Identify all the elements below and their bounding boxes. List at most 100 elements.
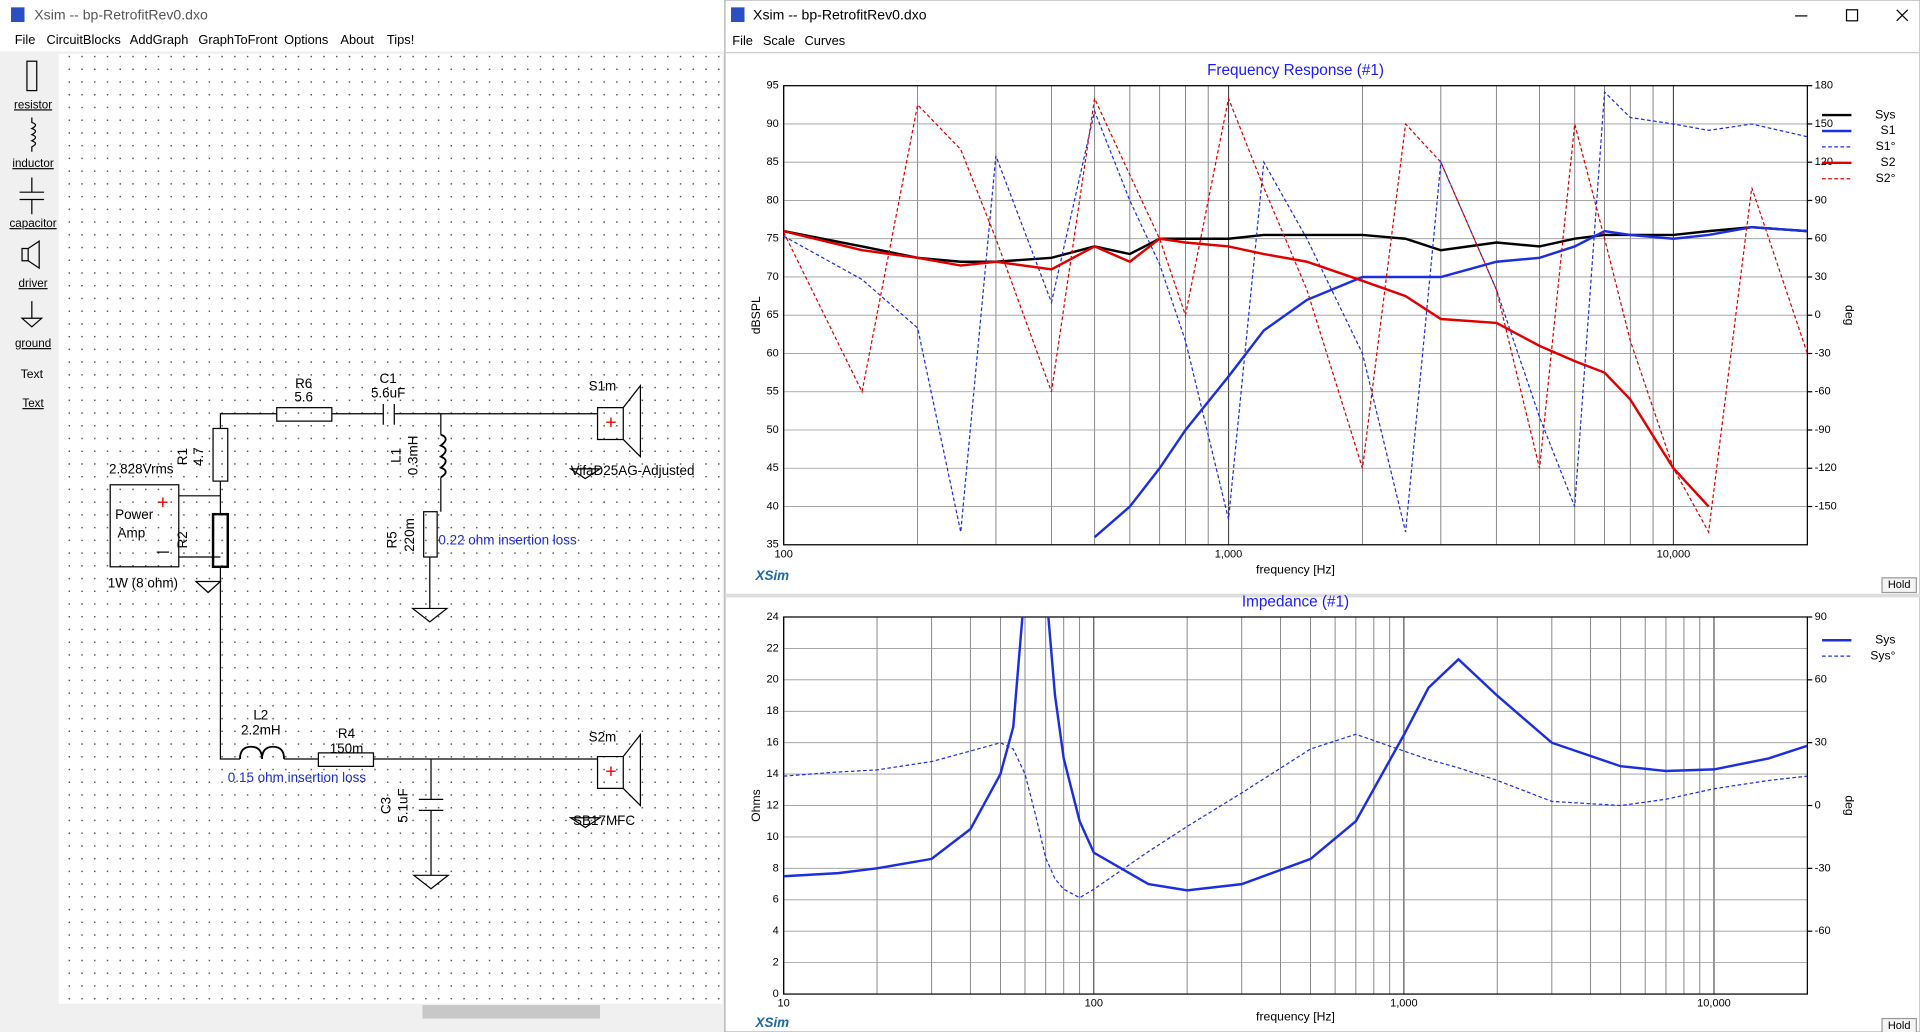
y-axis-label: dBSPL bbox=[749, 296, 763, 334]
capacitor[interactable] bbox=[418, 798, 444, 812]
tool-button[interactable]: ground bbox=[15, 337, 51, 350]
amp-rating: 1W (8 ohm) bbox=[108, 576, 178, 591]
y-tick-label: 14 bbox=[767, 768, 779, 780]
menu-item[interactable]: Options bbox=[284, 32, 328, 47]
x-tick-label: 1,000 bbox=[1390, 998, 1418, 1010]
y-tick-label: 22 bbox=[767, 642, 779, 654]
y-tick-label: 80 bbox=[767, 194, 779, 206]
menu-item[interactable]: Scale bbox=[763, 33, 795, 48]
component-label: R4 bbox=[338, 726, 356, 741]
legend-label: Sys bbox=[1875, 632, 1895, 646]
y2-tick-label: -60 bbox=[1815, 386, 1831, 398]
component-label: R5 bbox=[385, 531, 400, 548]
inductor-icon bbox=[30, 117, 37, 152]
tool-button[interactable]: capacitor bbox=[9, 217, 56, 230]
hold-label[interactable]: Hold bbox=[1888, 579, 1911, 591]
driver-icon bbox=[21, 240, 40, 270]
x-tick-label: 10 bbox=[778, 998, 790, 1010]
plot-frame bbox=[783, 616, 1808, 995]
menu-item[interactable]: GraphToFront bbox=[198, 32, 278, 47]
tool-button[interactable]: inductor bbox=[12, 157, 53, 170]
window-title: Xsim -- bp-RetrofitRev0.dxo bbox=[34, 7, 208, 23]
amp-label: Power bbox=[115, 507, 154, 522]
speaker[interactable] bbox=[596, 732, 642, 808]
y2-tick-label: 0 bbox=[1815, 309, 1821, 321]
component-label: R1 bbox=[175, 448, 190, 465]
toolbox: resistor inductor capacitor driver groun… bbox=[9, 60, 57, 410]
window-title: Xsim -- bp-RetrofitRev0.dxo bbox=[753, 7, 927, 23]
y2-tick-label: 90 bbox=[1815, 194, 1827, 206]
menu-item[interactable]: CircuitBlocks bbox=[47, 32, 121, 47]
y-tick-label: 40 bbox=[767, 500, 779, 512]
y-tick-label: 20 bbox=[767, 674, 779, 686]
menu-item[interactable]: Curves bbox=[804, 33, 845, 48]
tool-button[interactable]: Text bbox=[21, 367, 44, 381]
y-tick-label: 65 bbox=[767, 309, 779, 321]
inductor[interactable] bbox=[438, 433, 447, 479]
hold-label[interactable]: Hold bbox=[1888, 1020, 1911, 1032]
y-tick-label: 4 bbox=[773, 925, 779, 937]
speaker[interactable] bbox=[596, 383, 642, 459]
resistor[interactable] bbox=[276, 407, 333, 422]
close-button[interactable] bbox=[1896, 9, 1909, 22]
series-line bbox=[783, 616, 1808, 892]
component-value: 0.3mH bbox=[405, 436, 420, 476]
y-tick-label: 6 bbox=[773, 894, 779, 906]
y-tick-label: 18 bbox=[767, 705, 779, 717]
resistor[interactable] bbox=[212, 427, 229, 482]
h-scrollbar[interactable] bbox=[58, 1003, 725, 1021]
ground bbox=[410, 607, 449, 623]
tool-button[interactable]: Text bbox=[22, 397, 44, 410]
brand: XSim bbox=[755, 568, 790, 583]
resistor[interactable] bbox=[423, 511, 438, 558]
y2-axis-label: deg bbox=[1843, 795, 1857, 816]
menu-item[interactable]: About bbox=[340, 32, 374, 47]
wires bbox=[178, 413, 598, 876]
schematic: + + + R6 5.6 C1 5.6uF S1m R1 4.7 2.828Vr… bbox=[108, 371, 695, 890]
power-amp[interactable] bbox=[109, 484, 180, 568]
menu-item[interactable]: File bbox=[732, 33, 753, 48]
y2-tick-label: -30 bbox=[1815, 862, 1831, 874]
resistor-icon bbox=[26, 60, 38, 92]
y-tick-label: 10 bbox=[767, 831, 779, 843]
resistor[interactable] bbox=[317, 752, 375, 767]
component-label: R6 bbox=[295, 376, 312, 391]
component-value: 2.2mH bbox=[241, 722, 281, 737]
menu-item[interactable]: File bbox=[15, 32, 36, 47]
y-tick-label: 50 bbox=[767, 424, 779, 436]
y-tick-label: 35 bbox=[767, 539, 779, 551]
left-window: Xsim -- bp-RetrofitRev0.dxo File Circuit… bbox=[0, 0, 725, 1032]
series-line bbox=[783, 229, 1710, 508]
capacitor[interactable] bbox=[382, 403, 395, 425]
maximize-button[interactable] bbox=[1845, 9, 1859, 22]
component-value: 220m bbox=[402, 518, 417, 552]
legend-label: S2 bbox=[1881, 155, 1896, 169]
resistor[interactable] bbox=[211, 512, 229, 569]
inductor[interactable] bbox=[239, 745, 285, 760]
y2-tick-label: 0 bbox=[1815, 799, 1821, 811]
legend-label: S2° bbox=[1876, 171, 1896, 185]
y2-axis-label: deg bbox=[1843, 305, 1857, 326]
source-voltage: 2.828Vrms bbox=[109, 462, 174, 477]
legend-label: Sys bbox=[1875, 107, 1895, 121]
component-value: 5.6uF bbox=[371, 386, 405, 401]
legend-label: Sys° bbox=[1870, 648, 1895, 662]
series-line bbox=[783, 733, 1808, 899]
scroll-thumb[interactable] bbox=[422, 1005, 600, 1019]
component-value: 5.6 bbox=[294, 389, 313, 404]
y-tick-label: 60 bbox=[767, 347, 779, 359]
x-tick-label: 10,000 bbox=[1697, 998, 1731, 1010]
legend-label: S1° bbox=[1876, 139, 1896, 153]
tool-button[interactable]: driver bbox=[19, 277, 48, 290]
hold-button[interactable] bbox=[1881, 577, 1917, 594]
menu-item[interactable]: Tips! bbox=[387, 32, 414, 47]
menu-item[interactable]: AddGraph bbox=[130, 32, 189, 47]
annotation: 0.22 ohm insertion loss bbox=[438, 533, 577, 548]
tool-button[interactable]: resistor bbox=[14, 98, 52, 111]
hold-button[interactable] bbox=[1881, 1017, 1917, 1032]
y2-tick-label: -90 bbox=[1815, 424, 1831, 436]
menu-bar bbox=[0, 29, 725, 52]
chart-title: Frequency Response (#1) bbox=[1207, 62, 1384, 79]
x-axis-label: frequency [Hz] bbox=[1256, 1010, 1335, 1024]
